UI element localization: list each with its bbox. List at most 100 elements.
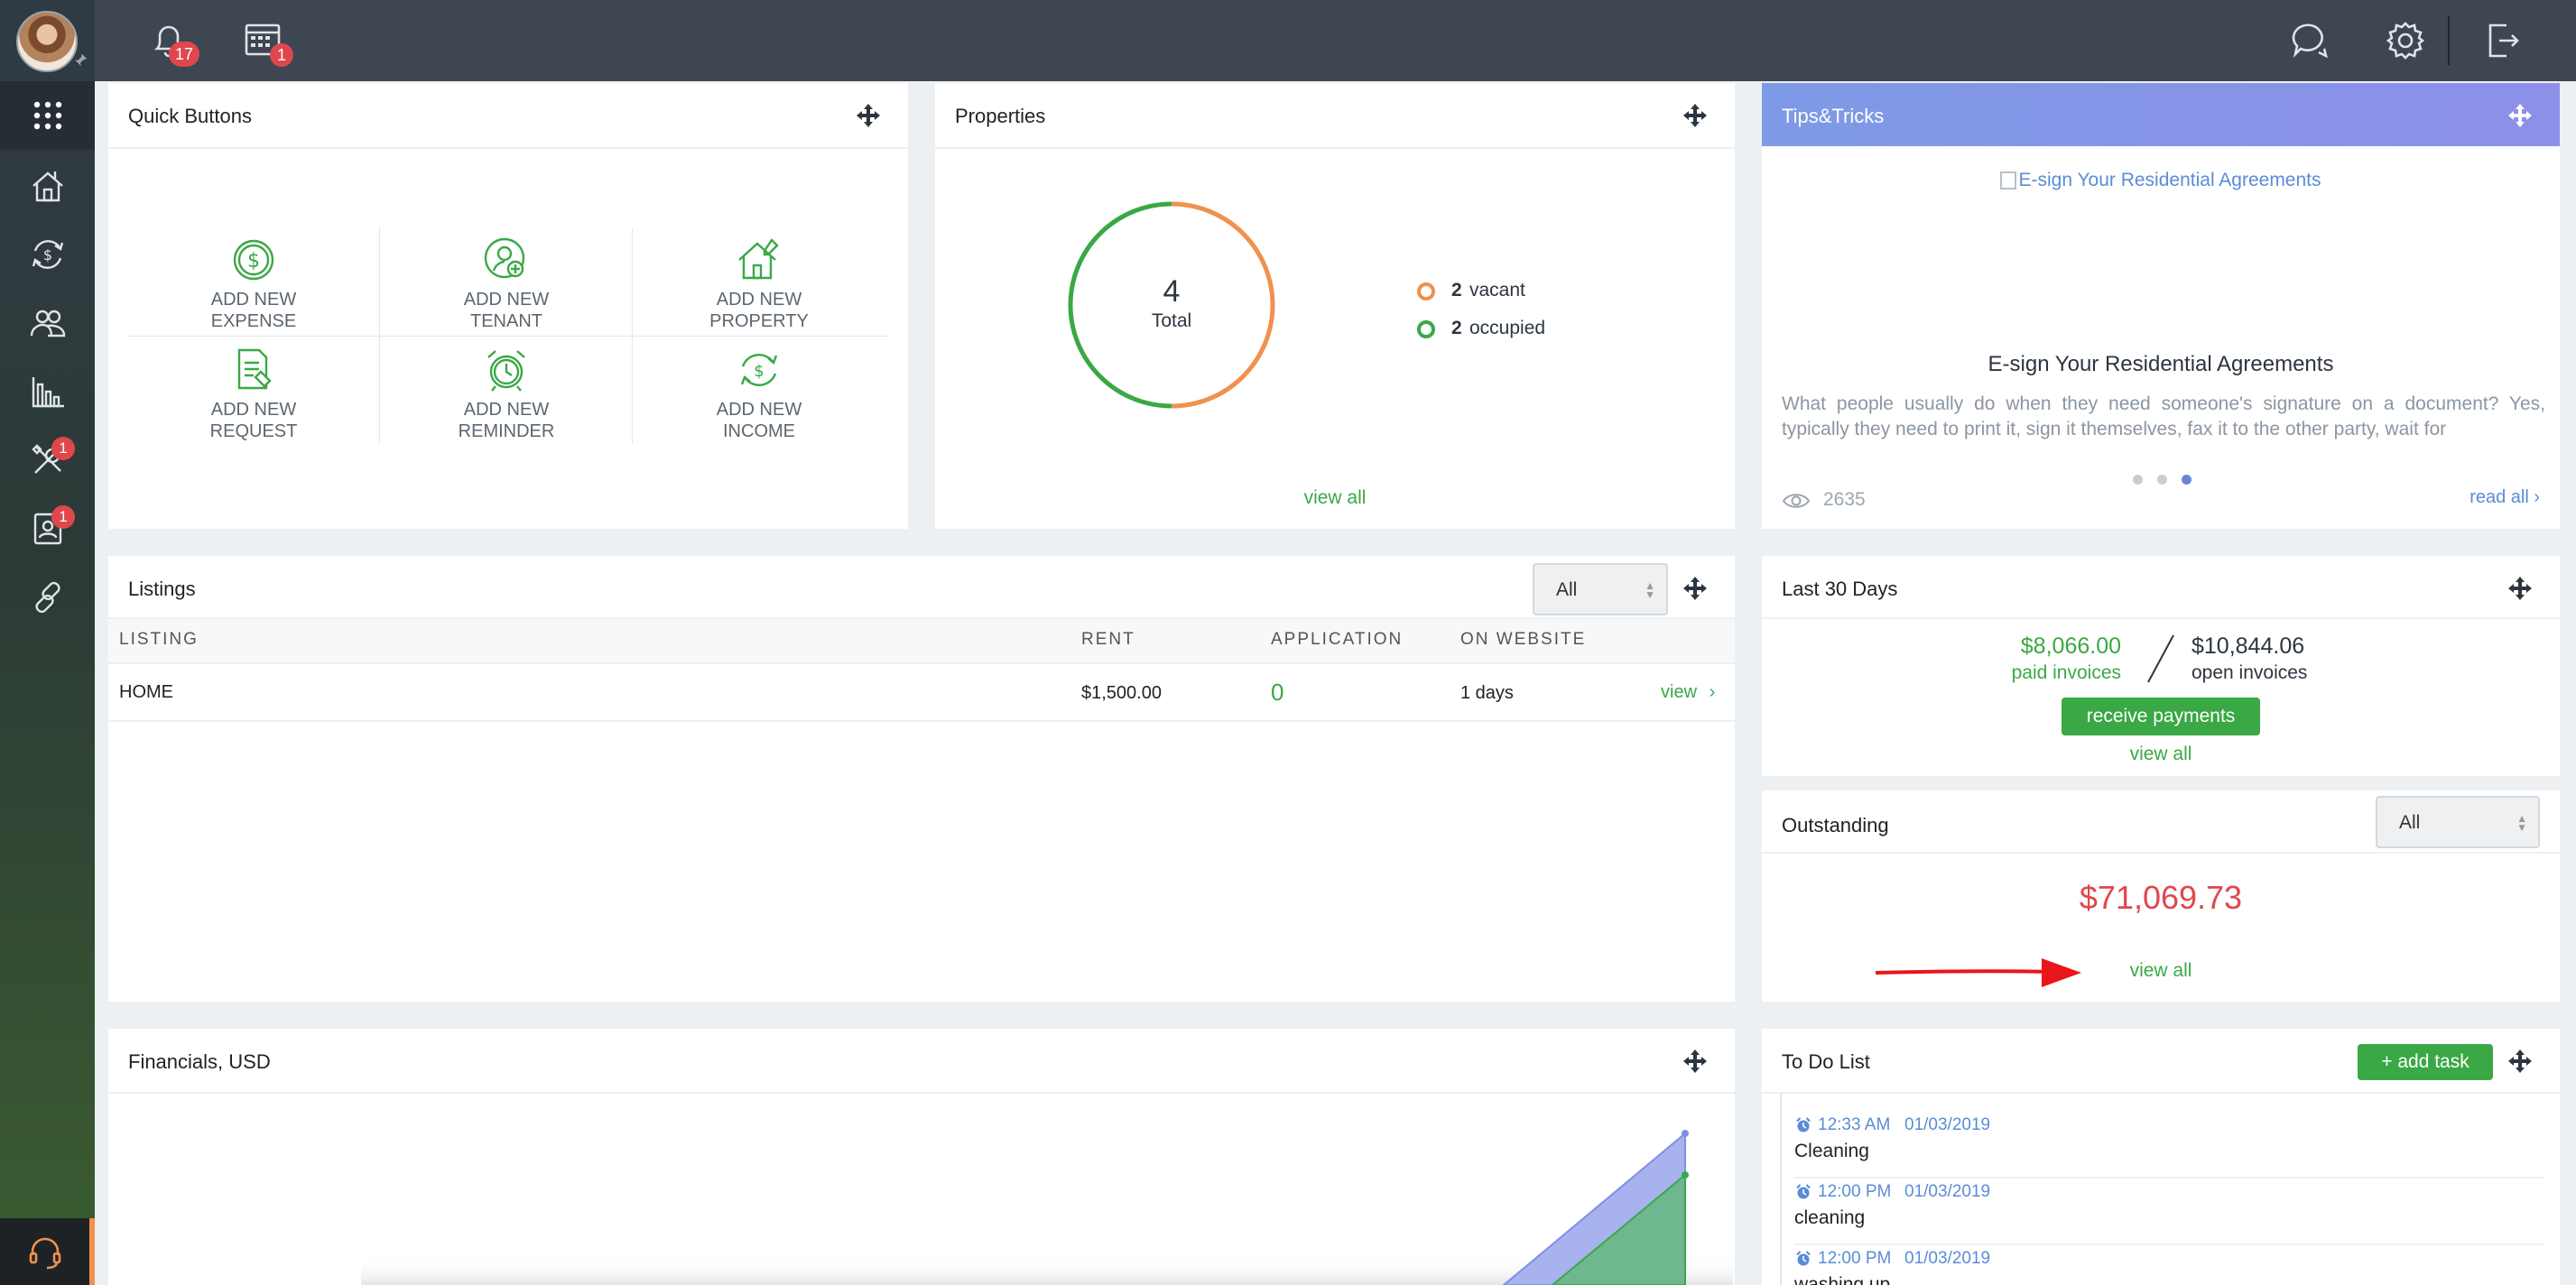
pin-icon[interactable] xyxy=(72,52,88,69)
grid-divider xyxy=(128,336,888,337)
alarm-icon xyxy=(1796,1117,1811,1132)
move-icon[interactable] xyxy=(2507,103,2533,128)
carousel-dot[interactable] xyxy=(2157,475,2167,485)
occupied-legend-dot xyxy=(1417,320,1435,338)
outstanding-filter-select[interactable]: All ▲ ▼ xyxy=(2376,796,2540,848)
sidebar-item-dashboard[interactable] xyxy=(0,81,95,150)
add-user-icon xyxy=(484,237,525,279)
add-task-button[interactable]: + add task xyxy=(2358,1044,2493,1080)
add-request-button[interactable]: ADD NEW REQUEST xyxy=(127,347,380,442)
tips-panel: Tips&Tricks E-sign Your Residential Agre… xyxy=(1762,83,2560,529)
todo-time: 12:00 PM xyxy=(1818,1249,1892,1268)
add-property-button[interactable]: ADD NEW PROPERTY xyxy=(633,236,885,332)
panel-title: Outstanding xyxy=(1782,814,1889,837)
grid-icon xyxy=(33,101,61,130)
outstanding-view-all-link[interactable]: view all xyxy=(2129,960,2192,981)
sidebar-item-accounting[interactable]: $ xyxy=(0,220,95,289)
carousel-dot[interactable] xyxy=(2133,475,2143,485)
support-button[interactable] xyxy=(0,1218,95,1285)
last30-view-all-link[interactable]: view all xyxy=(2129,744,2192,764)
receive-payments-button[interactable]: receive payments xyxy=(2062,698,2260,735)
paid-label: paid invoices xyxy=(2011,662,2121,683)
sidebar-item-people[interactable] xyxy=(0,289,95,357)
financials-panel: Financials, USD xyxy=(108,1029,1735,1285)
properties-total-label: Total xyxy=(1151,310,1192,331)
qb-line2: EXPENSE xyxy=(210,311,297,331)
move-icon[interactable] xyxy=(1682,1049,1708,1074)
table-row[interactable]: HOME $1,500.00 0 1 days view › xyxy=(108,664,1735,722)
document-edit-icon xyxy=(237,348,272,390)
todo-text: washing up xyxy=(1794,1274,1891,1285)
panel-title: Properties xyxy=(955,105,1046,127)
todo-date: 01/03/2019 xyxy=(1904,1182,1991,1201)
logout-button[interactable] xyxy=(2478,16,2526,65)
listing-name: HOME xyxy=(119,682,173,702)
sidebar-item-maintenance[interactable] xyxy=(0,426,95,495)
move-icon[interactable] xyxy=(2507,1049,2533,1074)
red-arrow-annotation xyxy=(1875,958,2081,987)
list-item[interactable]: 12:33 AM 01/03/2019 Cleaning xyxy=(1794,1115,2544,1179)
list-item[interactable]: 12:00 PM 01/03/2019 washing up xyxy=(1794,1249,2544,1285)
panel-header: Financials, USD xyxy=(108,1029,1735,1094)
house-icon xyxy=(32,171,63,202)
tip-image-placeholder: E-sign Your Residential Agreements xyxy=(1762,170,2560,191)
add-income-button[interactable]: $ ADD NEW INCOME xyxy=(633,347,885,442)
calendar-button[interactable] xyxy=(239,16,288,65)
user-avatar[interactable] xyxy=(16,11,78,72)
panel-header: Properties xyxy=(935,83,1735,149)
vacant-legend-dot xyxy=(1417,282,1435,300)
calendar-badge: 1 xyxy=(270,43,293,67)
view-label: view xyxy=(1661,682,1698,702)
carousel-dot-active[interactable] xyxy=(2182,475,2191,485)
todo-time: 12:00 PM xyxy=(1818,1182,1892,1201)
qb-line1: ADD NEW xyxy=(463,400,550,420)
tip-body: What people usually do when they need so… xyxy=(1782,393,2545,439)
qb-line1: ADD NEW xyxy=(210,400,297,420)
headset-icon xyxy=(29,1237,60,1270)
move-icon[interactable] xyxy=(1682,576,1708,601)
sidebar-item-integrations[interactable] xyxy=(0,563,95,632)
listing-view-link[interactable]: view › xyxy=(1661,682,1715,703)
move-icon[interactable] xyxy=(856,103,881,128)
listing-on-website: 1 days xyxy=(1460,683,1514,703)
sidebar-item-properties[interactable] xyxy=(0,152,95,220)
panel-title: To Do List xyxy=(1782,1050,1870,1073)
listings-filter-select[interactable]: All ▲ ▼ xyxy=(1533,563,1668,615)
todo-timeline-line xyxy=(1780,1094,1782,1285)
chat-button[interactable] xyxy=(2286,16,2335,65)
outstanding-amount: $71,069.73 xyxy=(2079,879,2243,916)
add-reminder-button[interactable]: ADD NEW REMINDER xyxy=(380,347,633,442)
panel-header: Quick Buttons xyxy=(108,83,908,149)
qb-line1: ADD NEW xyxy=(463,290,550,310)
listings-table-header: LISTING RENT APPLICATION ON WEBSITE xyxy=(108,619,1735,664)
properties-view-all-link[interactable]: view all xyxy=(1303,487,1367,508)
listings-panel: Listings All ▲ ▼ LISTING RENT APPLICATION… xyxy=(108,556,1735,1002)
financials-chart xyxy=(361,1130,1733,1285)
list-item[interactable]: 12:00 PM 01/03/2019 cleaning xyxy=(1794,1182,2544,1245)
listing-applications[interactable]: 0 xyxy=(1271,679,1284,706)
todo-time: 12:33 AM xyxy=(1818,1115,1891,1134)
add-expense-button[interactable]: $ ADD NEW EXPENSE xyxy=(127,236,380,332)
vacant-label: vacant xyxy=(1469,280,1525,300)
todo-panel: To Do List + add task 12:33 AM 01/03/201… xyxy=(1762,1029,2560,1285)
occupied-count: 2 xyxy=(1451,318,1462,338)
svg-text:$: $ xyxy=(42,246,51,263)
chat-icon xyxy=(2292,23,2328,59)
add-tenant-button[interactable]: ADD NEW TENANT xyxy=(380,236,633,332)
svg-text:$: $ xyxy=(754,362,764,381)
move-icon[interactable] xyxy=(1682,103,1708,128)
panel-title: Financials, USD xyxy=(128,1050,271,1073)
move-icon[interactable] xyxy=(2507,576,2533,601)
settings-button[interactable] xyxy=(2381,16,2430,65)
tip-heading: E-sign Your Residential Agreements xyxy=(1988,352,2334,376)
panel-title: Quick Buttons xyxy=(128,105,252,127)
listing-rent: $1,500.00 xyxy=(1081,683,1162,703)
todo-date: 01/03/2019 xyxy=(1904,1115,1991,1134)
maintenance-badge: 1 xyxy=(51,437,75,460)
sidebar-item-reports[interactable] xyxy=(0,357,95,426)
sidebar-item-contacts[interactable] xyxy=(0,495,95,563)
topbar-divider xyxy=(2448,16,2450,65)
series-point-green xyxy=(1682,1171,1689,1179)
read-all-link[interactable]: read all › xyxy=(2469,487,2540,507)
tip-image-alt: E-sign Your Residential Agreements xyxy=(2018,170,2321,190)
